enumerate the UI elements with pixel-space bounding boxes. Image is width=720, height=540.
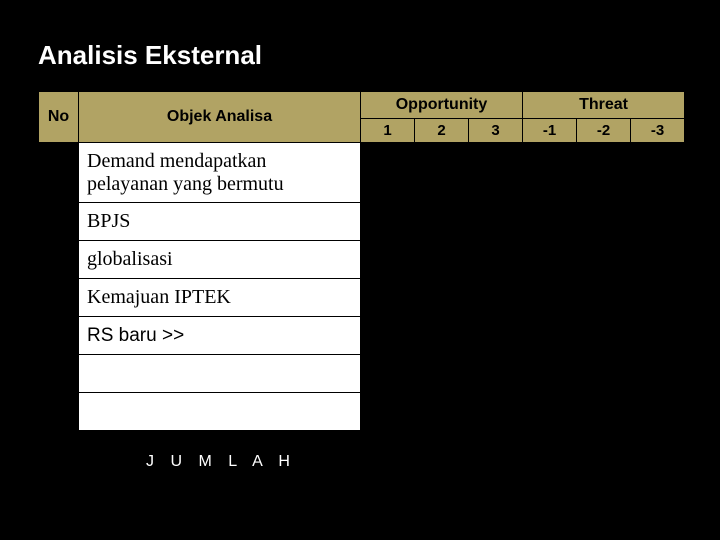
cell-score [631,317,685,355]
cell-score [415,317,469,355]
cell-no [39,143,79,203]
cell-score [415,355,469,393]
cell-no [39,355,79,393]
footer-label: J U M L A H [146,453,682,471]
cell-score [577,143,631,203]
cell-score [523,393,577,431]
header-row-1: No Objek Analisa Opportunity Threat [39,92,685,119]
cell-score [469,279,523,317]
cell-objek [79,355,361,393]
cell-score [415,143,469,203]
header-threat: Threat [523,92,685,119]
table-row: RS baru >> [39,317,685,355]
cell-objek [79,393,361,431]
cell-score [523,279,577,317]
cell-score [523,241,577,279]
slide-title: Analisis Eksternal [38,40,682,71]
cell-score [469,317,523,355]
cell-objek: globalisasi [79,241,361,279]
cell-score [415,393,469,431]
cell-score [523,203,577,241]
cell-score [469,241,523,279]
cell-score [631,393,685,431]
cell-score [361,241,415,279]
cell-objek: BPJS [79,203,361,241]
header-col-1: 1 [361,119,415,143]
cell-score [361,317,415,355]
cell-no [39,241,79,279]
cell-score [523,355,577,393]
cell-score [469,143,523,203]
header-objek: Objek Analisa [79,92,361,143]
cell-score [415,279,469,317]
cell-no [39,393,79,431]
cell-score [469,393,523,431]
table-row: BPJS [39,203,685,241]
cell-score [469,203,523,241]
cell-score [631,143,685,203]
cell-objek: Kemajuan IPTEK [79,279,361,317]
table-row [39,393,685,431]
header-col-n1: -1 [523,119,577,143]
table-row: globalisasi [39,241,685,279]
cell-score [415,203,469,241]
table-body: Demand mendapatkan pelayanan yang bermut… [39,143,685,431]
cell-score [577,279,631,317]
cell-score [361,355,415,393]
cell-no [39,317,79,355]
cell-score [361,203,415,241]
cell-score [577,355,631,393]
cell-score [361,143,415,203]
header-col-n3: -3 [631,119,685,143]
cell-score [361,393,415,431]
header-col-2: 2 [415,119,469,143]
header-col-3: 3 [469,119,523,143]
cell-score [361,279,415,317]
cell-score [577,317,631,355]
cell-score [631,241,685,279]
cell-score [523,317,577,355]
analysis-table: No Objek Analisa Opportunity Threat 1 2 … [38,91,685,431]
table-row [39,355,685,393]
cell-score [469,355,523,393]
cell-objek: Demand mendapatkan pelayanan yang bermut… [79,143,361,203]
cell-score [577,203,631,241]
cell-score [631,355,685,393]
table-row: Kemajuan IPTEK [39,279,685,317]
cell-score [577,241,631,279]
cell-score [415,241,469,279]
table-row: Demand mendapatkan pelayanan yang bermut… [39,143,685,203]
header-col-n2: -2 [577,119,631,143]
header-opportunity: Opportunity [361,92,523,119]
cell-score [631,279,685,317]
slide-container: Analisis Eksternal No Objek Analisa Oppo… [0,0,720,491]
cell-score [631,203,685,241]
cell-score [577,393,631,431]
cell-score [523,143,577,203]
header-no: No [39,92,79,143]
cell-no [39,279,79,317]
cell-objek: RS baru >> [79,317,361,355]
cell-no [39,203,79,241]
